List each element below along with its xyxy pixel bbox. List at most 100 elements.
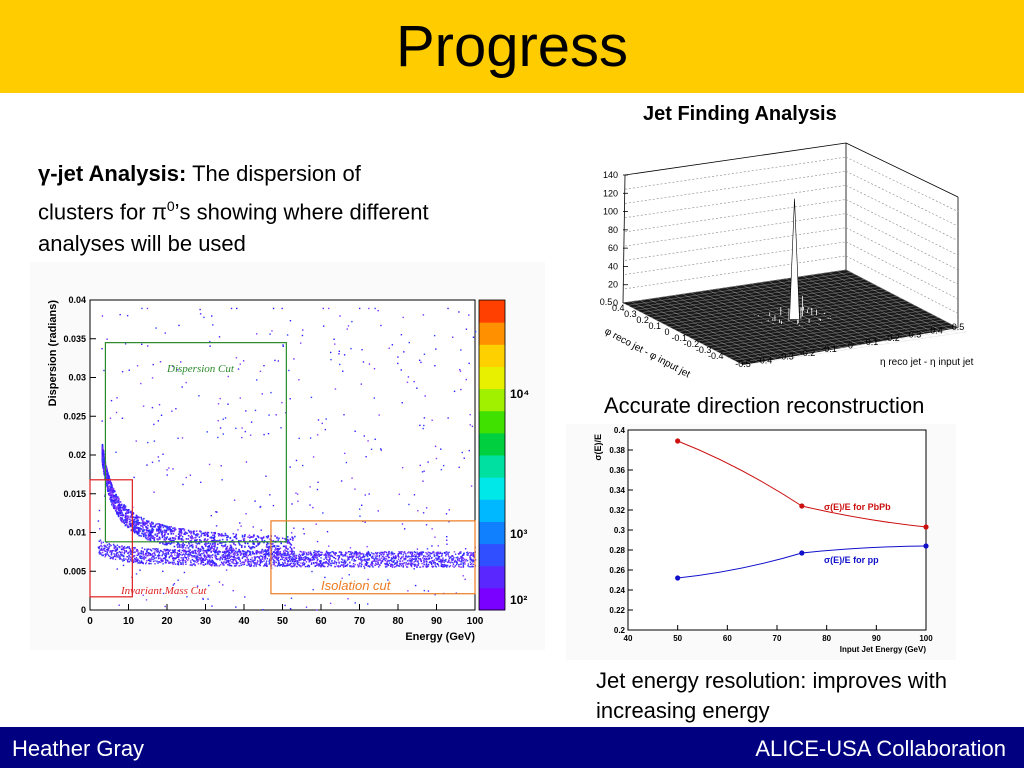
colorbar-segment [479, 587, 505, 611]
y-tick-label: 0.3 [624, 309, 637, 319]
y-tick-label: 0.24 [609, 586, 625, 595]
invariant-mass-cut-label: Invariant Mass Cut [120, 585, 208, 597]
y-axis-label: σ(E)/E [593, 434, 603, 461]
x-axis-label: η reco jet - η input jet [880, 357, 974, 368]
series-label-0: σ(E)/E for PbPb [824, 502, 891, 512]
y-tick-label: 0.005 [63, 566, 86, 576]
y-tick-label: 0.4 [612, 303, 625, 313]
y-tick-label: 0.36 [609, 466, 625, 475]
colorbar-tick-label: 10³ [510, 527, 527, 541]
x-tick-label: 90 [431, 616, 443, 627]
colorbar-segment [479, 432, 505, 456]
colorbar-segment [479, 521, 505, 545]
x-tick-label: -0.1 [821, 344, 837, 354]
y-tick-label: 0.5 [600, 297, 613, 307]
z-tick-label: 140 [603, 170, 618, 180]
x-tick-label: 80 [392, 616, 404, 627]
x-tick-label: 20 [161, 616, 173, 627]
series-point [923, 543, 929, 549]
title-bar [0, 0, 1024, 93]
y-tick-label: 0.2 [614, 626, 626, 635]
colorbar-segment [479, 344, 505, 367]
gamma-jet-text-2: ’s showing where different analyses will… [38, 199, 429, 257]
colorbar-tick-label: 10² [510, 593, 527, 607]
colorbar-segment [479, 410, 505, 434]
slide-title: Progress [395, 14, 629, 79]
z-tick-label: 60 [608, 243, 618, 253]
cut-box-0 [104, 342, 287, 543]
x-tick-label: 10 [123, 616, 135, 627]
x-tick-label: 0.1 [866, 337, 879, 347]
series-label-1: σ(E)/E for pp [824, 555, 879, 565]
heatmap-points [97, 307, 477, 611]
x-tick-label: 30 [200, 616, 212, 627]
colorbar-segment [479, 366, 505, 390]
x-tick-label: -0.3 [778, 352, 794, 362]
x-tick-label: 70 [354, 616, 366, 627]
series-point [799, 550, 805, 556]
footer: Heather Gray ALICE-USA Collaboration [0, 727, 1024, 768]
y-tick-label: 0.2 [636, 315, 649, 325]
x-tick-label: 70 [773, 634, 782, 643]
colorbar-segment [479, 322, 505, 345]
x-tick-label: -0.4 [757, 355, 773, 365]
surface-peak [789, 198, 800, 320]
pi-superscript: 0 [166, 198, 175, 214]
series-point [923, 524, 929, 530]
z-tick-label: 120 [603, 188, 618, 198]
colorbar-segment [479, 477, 505, 500]
y-tick-label: 0.22 [609, 606, 625, 615]
colorbar-segment [479, 543, 505, 567]
x-tick-label: 0.4 [930, 326, 943, 336]
y-tick-label: 0.03 [68, 373, 86, 383]
z-tick-label: 100 [603, 207, 618, 217]
isolation-cut-label: Isolation cut [321, 578, 392, 593]
x-tick-label: -0.5 [735, 359, 751, 369]
x-tick-label: -0.2 [800, 348, 816, 358]
x-tick-label: 100 [919, 634, 933, 643]
x-tick-label: 80 [822, 634, 831, 643]
y-tick-label: 0.04 [68, 295, 86, 305]
resolution-caption: Jet energy resolution: improves with inc… [596, 668, 947, 723]
y-tick-label: 0.3 [614, 526, 626, 535]
colorbar-segment [479, 499, 505, 522]
x-tick-label: 40 [624, 634, 633, 643]
gamma-jet-text-1: The dispersion of clusters for π [38, 161, 361, 225]
y-tick-label: 0 [664, 327, 669, 337]
gamma-jet-description: γ-jet Analysis: The dispersion of cluste… [38, 158, 438, 260]
y-tick-label: 0.28 [609, 546, 625, 555]
direction-caption: Accurate direction reconstruction [604, 393, 925, 418]
cut-box-1 [89, 479, 133, 598]
y-tick-label: 0 [81, 605, 86, 615]
y-tick-label: 0.01 [68, 528, 86, 538]
y-tick-label: 0.34 [609, 486, 625, 495]
colorbar-segment [479, 300, 505, 323]
y-tick-label: 0.025 [63, 411, 86, 421]
y-tick-label: -0.1 [671, 333, 687, 343]
colorbar-segment [479, 565, 505, 589]
x-tick-label: 50 [673, 634, 682, 643]
z-tick-label: 80 [608, 225, 618, 235]
y-tick-label: 0.32 [609, 506, 625, 515]
series-point [675, 438, 681, 444]
x-tick-label: 100 [467, 616, 484, 627]
z-tick-label: 40 [608, 261, 618, 271]
x-tick-label: 0.3 [909, 329, 922, 339]
y-tick-label: 0.4 [614, 426, 626, 435]
x-tick-label: 40 [238, 616, 250, 627]
x-tick-label: 0 [848, 341, 853, 351]
dispersion-heatmap: Dispersion Cut Invariant Mass Cut Isolatio… [30, 262, 545, 650]
jet-finding-title: Jet Finding Analysis [643, 103, 837, 125]
collaboration-name: ALICE-USA Collaboration [755, 736, 1006, 761]
x-tick-label: 60 [723, 634, 732, 643]
y-axis-label: Dispersion (radians) [47, 300, 59, 407]
dispersion-cut-label: Dispersion Cut [166, 363, 235, 375]
colorbar-segment [479, 455, 505, 478]
series-point [799, 503, 805, 509]
y-tick-label: 0.035 [63, 334, 86, 344]
x-axis-label: Energy (GeV) [405, 631, 475, 643]
series-point [675, 575, 681, 581]
x-axis-label: Input Jet Energy (GeV) [840, 645, 927, 654]
y-tick-label: -0.4 [708, 351, 724, 361]
y-tick-label: 0.38 [609, 446, 625, 455]
